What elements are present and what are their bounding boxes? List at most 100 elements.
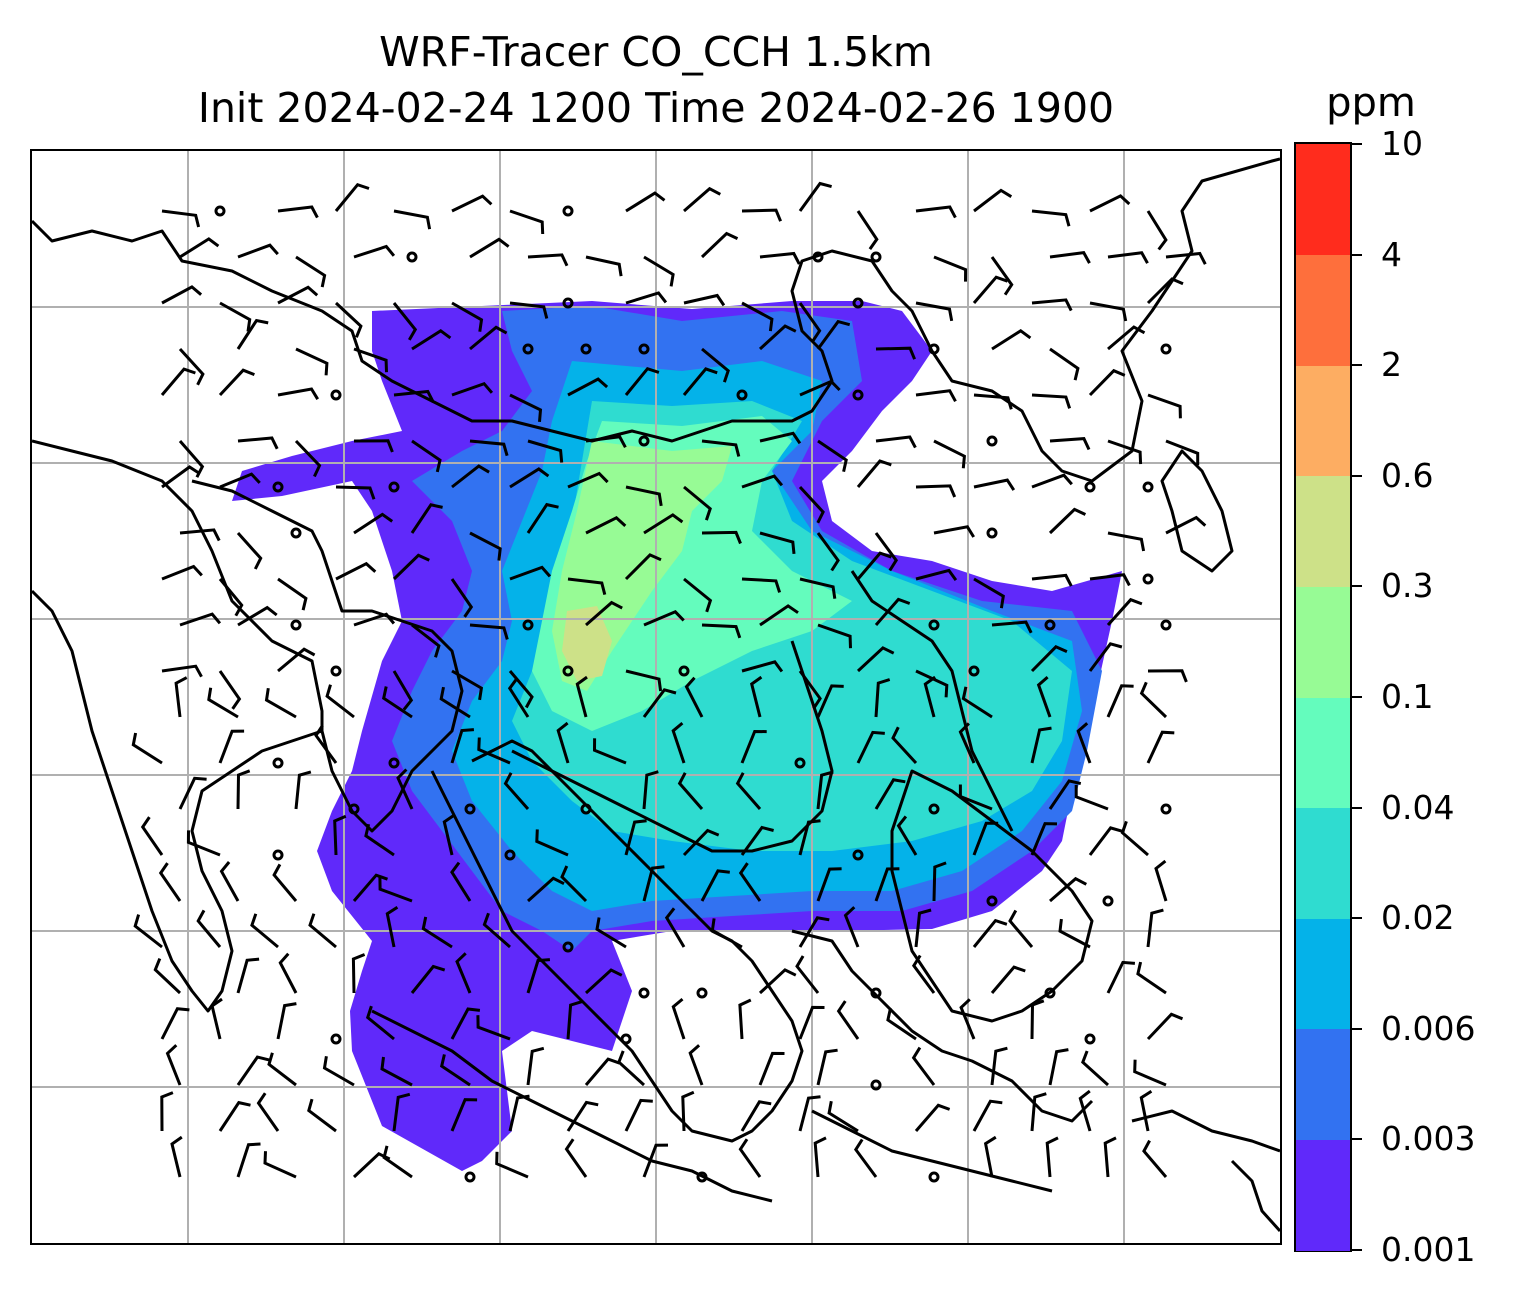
wind-barb	[353, 244, 396, 259]
calm-wind-marker	[214, 205, 226, 217]
wind-barb	[236, 957, 260, 994]
wind-barb	[816, 867, 842, 902]
wind-barb	[294, 439, 322, 478]
wind-barb	[161, 209, 201, 228]
wind-barb	[218, 729, 245, 764]
wind-barb	[933, 439, 966, 469]
wind-barb	[799, 577, 837, 599]
wind-barb	[1049, 250, 1091, 264]
wind-barb	[508, 1094, 530, 1132]
wind-barb	[161, 664, 203, 678]
wind-barb	[1008, 909, 1034, 948]
wind-barb	[451, 381, 494, 397]
wind-barb	[856, 459, 892, 488]
wind-barb	[1031, 473, 1073, 489]
wind-barb	[567, 577, 607, 595]
wind-barb	[933, 255, 968, 282]
wind-barb	[1146, 277, 1184, 305]
wind-barb	[218, 1100, 251, 1132]
wind-barb	[278, 952, 298, 994]
wind-barb	[816, 532, 840, 572]
wind-barb	[990, 256, 1014, 296]
wind-barb	[1120, 820, 1149, 857]
wind-barb	[411, 623, 441, 658]
colorbar-tick	[1352, 474, 1362, 477]
wind-barb	[469, 623, 509, 640]
wind-barb	[264, 687, 297, 719]
calm-wind-marker	[562, 205, 574, 217]
wind-barb	[440, 1054, 471, 1087]
calm-wind-marker	[852, 297, 864, 309]
wind-barb	[1081, 1050, 1110, 1087]
wind-barb	[759, 604, 799, 627]
wind-barb	[1107, 531, 1146, 552]
wind-barb	[911, 954, 936, 994]
wind-barb	[683, 186, 721, 213]
wind-barb	[450, 728, 475, 764]
calm-wind-marker	[852, 849, 864, 861]
wind-barb	[1136, 961, 1167, 995]
wind-barb	[450, 1098, 478, 1132]
wind-barb	[353, 347, 388, 373]
colorbar-segment	[1296, 254, 1350, 366]
calm-wind-marker	[1160, 343, 1172, 355]
wind-barb	[267, 1052, 297, 1087]
wind-barb	[161, 564, 203, 581]
calm-wind-marker	[870, 987, 882, 999]
wind-barb	[874, 778, 906, 810]
wind-barb	[442, 813, 456, 856]
wind-barb	[179, 528, 221, 542]
wind-barb	[856, 730, 885, 764]
wind-barb	[469, 531, 502, 561]
wind-barb	[701, 347, 730, 383]
wind-barb	[624, 553, 662, 581]
wind-barb	[990, 1046, 1008, 1086]
wind-barb	[1089, 573, 1131, 587]
calm-wind-marker	[290, 619, 302, 631]
colorbar-segment	[1296, 144, 1350, 256]
wind-barb	[836, 1000, 860, 1040]
wind-barb	[1031, 393, 1072, 409]
wind-barb	[410, 964, 446, 994]
wind-barb	[915, 568, 958, 581]
wind-barb	[758, 324, 797, 351]
calm-wind-marker	[928, 619, 940, 631]
wind-barb	[1142, 1139, 1168, 1178]
wind-barb	[973, 577, 1005, 609]
wind-barb	[174, 676, 188, 718]
colorbar-tick	[1352, 143, 1362, 145]
colorbar-tick-label: 0.006	[1381, 1008, 1476, 1048]
wind-barb	[509, 467, 550, 489]
wind-barb	[1031, 298, 1073, 312]
wind-barb	[1030, 726, 1052, 764]
wind-barb	[277, 577, 308, 611]
wind-barb	[896, 815, 918, 856]
wind-barb	[738, 998, 752, 1040]
wind-barb	[642, 688, 677, 718]
wind-barb	[958, 722, 976, 764]
colorbar-segment	[1296, 1028, 1350, 1140]
wind-barb	[1146, 210, 1168, 251]
wind-barb	[382, 1145, 413, 1179]
wind-barb	[741, 660, 784, 673]
wind-barb	[738, 862, 762, 902]
wind-barb	[353, 612, 396, 627]
wind-barb	[1088, 642, 1123, 672]
tracer-field	[232, 301, 1122, 1171]
colorbar-tick-label: 0.3	[1381, 566, 1434, 606]
wind-barb	[923, 675, 936, 718]
calm-wind-marker	[562, 665, 574, 677]
calm-wind-marker	[522, 343, 534, 355]
wind-barb	[411, 328, 452, 351]
calm-wind-marker	[388, 757, 400, 769]
wind-barb	[1146, 1012, 1184, 1041]
wind-barb	[272, 863, 298, 902]
wind-barb	[625, 291, 668, 305]
wind-barb	[509, 209, 545, 235]
wind-barb	[236, 1142, 261, 1178]
colorbar-tick-label: 0.001	[1381, 1230, 1476, 1269]
wind-barb	[509, 393, 543, 423]
wind-barb	[1165, 515, 1207, 535]
wind-barb	[643, 513, 684, 535]
wind-barb	[683, 485, 712, 521]
